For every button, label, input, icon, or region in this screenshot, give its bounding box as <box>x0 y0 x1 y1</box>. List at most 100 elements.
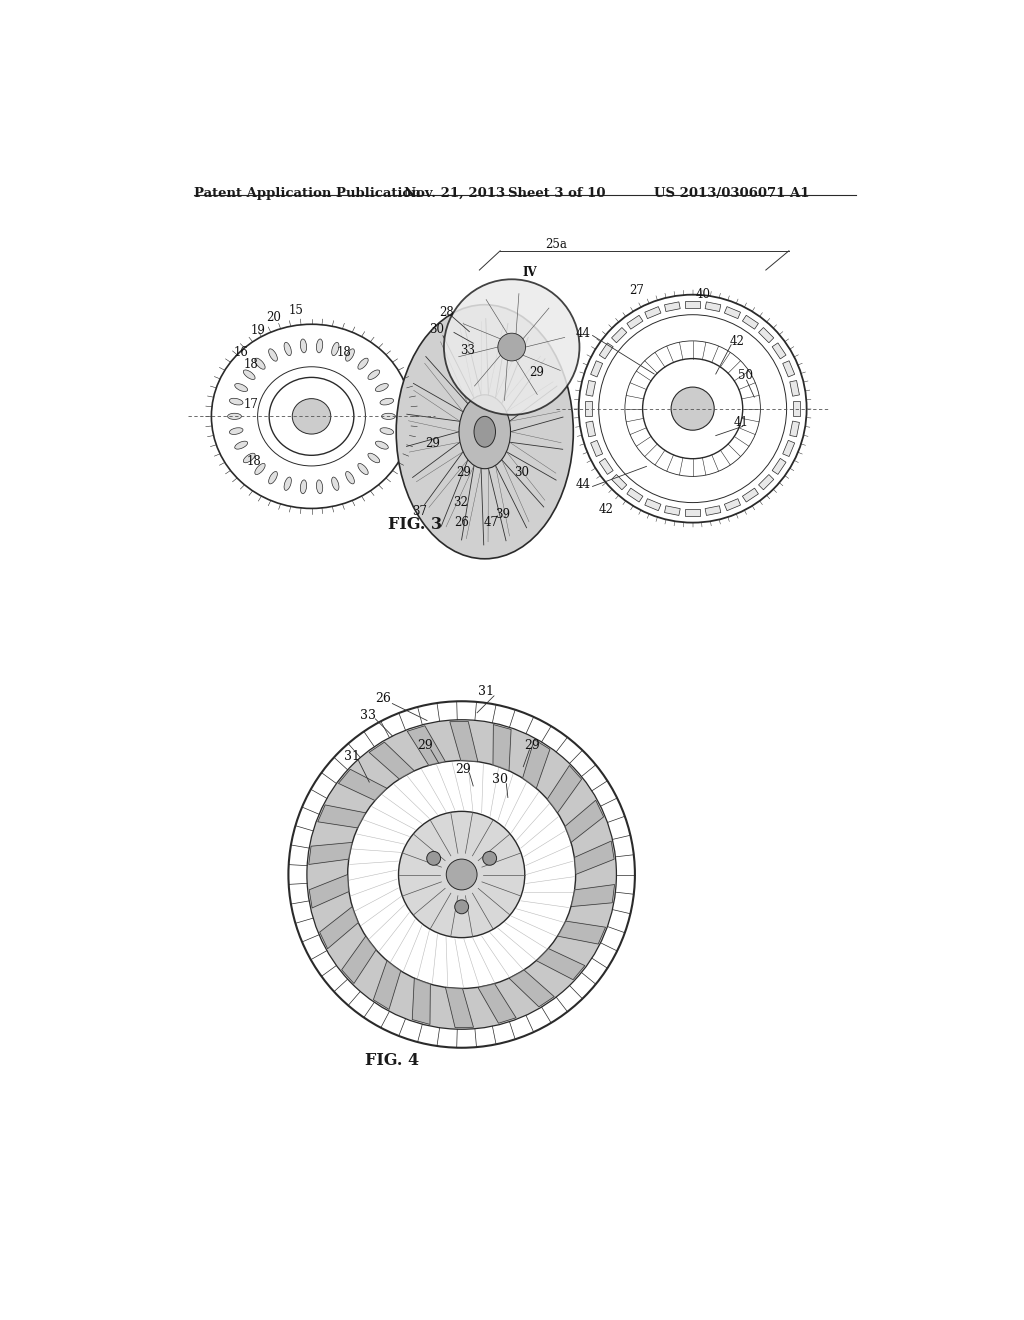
Text: 42: 42 <box>599 503 613 516</box>
Text: 18: 18 <box>244 358 259 371</box>
Text: 29: 29 <box>425 437 440 450</box>
Circle shape <box>444 280 580 414</box>
Polygon shape <box>408 726 445 766</box>
Ellipse shape <box>255 358 265 370</box>
Ellipse shape <box>316 480 323 494</box>
Polygon shape <box>790 380 800 396</box>
Polygon shape <box>591 360 602 378</box>
Text: 41: 41 <box>734 416 749 429</box>
Polygon shape <box>772 343 786 359</box>
Circle shape <box>482 851 497 866</box>
Ellipse shape <box>268 348 278 362</box>
Text: 30: 30 <box>429 323 444 335</box>
Ellipse shape <box>459 395 511 469</box>
Polygon shape <box>413 978 430 1024</box>
Ellipse shape <box>229 399 243 405</box>
Ellipse shape <box>346 471 354 484</box>
Polygon shape <box>742 488 759 502</box>
Polygon shape <box>445 987 473 1027</box>
Text: 37: 37 <box>413 504 428 517</box>
Polygon shape <box>450 722 478 762</box>
Ellipse shape <box>380 399 393 405</box>
Text: 29: 29 <box>529 366 545 379</box>
Polygon shape <box>665 506 680 515</box>
Circle shape <box>643 359 742 459</box>
Polygon shape <box>557 921 605 944</box>
Ellipse shape <box>357 358 369 370</box>
Ellipse shape <box>376 384 388 392</box>
Polygon shape <box>782 441 795 457</box>
Polygon shape <box>685 510 700 516</box>
Ellipse shape <box>234 441 248 449</box>
Polygon shape <box>509 970 554 1007</box>
Polygon shape <box>706 302 721 312</box>
Ellipse shape <box>382 413 395 420</box>
Text: 33: 33 <box>359 709 376 722</box>
Text: 30: 30 <box>493 774 508 787</box>
Text: 20: 20 <box>266 312 282 325</box>
Text: Nov. 21, 2013: Nov. 21, 2013 <box>403 187 505 199</box>
Ellipse shape <box>234 384 248 392</box>
Text: 19: 19 <box>250 325 265 338</box>
Text: Sheet 3 of 10: Sheet 3 of 10 <box>508 187 605 199</box>
Ellipse shape <box>269 378 354 455</box>
Text: FIG. 4: FIG. 4 <box>366 1052 420 1069</box>
Ellipse shape <box>346 348 354 362</box>
Text: 31: 31 <box>344 750 360 763</box>
Circle shape <box>498 333 525 360</box>
Text: IV: IV <box>522 265 537 279</box>
Polygon shape <box>790 421 800 437</box>
Polygon shape <box>309 874 349 908</box>
Ellipse shape <box>332 342 339 355</box>
Text: 29: 29 <box>456 763 471 776</box>
Polygon shape <box>599 343 613 359</box>
Polygon shape <box>782 360 795 378</box>
Circle shape <box>348 760 575 989</box>
Polygon shape <box>599 458 613 474</box>
Ellipse shape <box>211 325 412 508</box>
Text: 33: 33 <box>461 345 475 358</box>
Ellipse shape <box>284 342 292 355</box>
Polygon shape <box>706 506 721 515</box>
Polygon shape <box>547 766 582 813</box>
Text: 42: 42 <box>730 335 744 348</box>
Polygon shape <box>319 907 358 949</box>
Polygon shape <box>591 441 602 457</box>
Polygon shape <box>627 488 643 502</box>
Polygon shape <box>574 841 614 875</box>
Polygon shape <box>759 474 774 490</box>
Ellipse shape <box>244 453 255 463</box>
Circle shape <box>446 859 477 890</box>
Ellipse shape <box>316 339 323 352</box>
Text: 27: 27 <box>629 284 644 297</box>
Text: 29: 29 <box>524 739 541 751</box>
Polygon shape <box>571 884 614 907</box>
Polygon shape <box>759 327 774 343</box>
Ellipse shape <box>284 477 292 491</box>
Circle shape <box>427 851 440 866</box>
Text: 50: 50 <box>737 370 753 381</box>
Circle shape <box>455 900 469 913</box>
Ellipse shape <box>292 399 331 434</box>
Text: 26: 26 <box>455 516 469 529</box>
Ellipse shape <box>229 428 243 434</box>
Text: 32: 32 <box>453 496 468 510</box>
Polygon shape <box>627 315 643 329</box>
Polygon shape <box>342 936 376 983</box>
Text: 28: 28 <box>439 306 454 319</box>
Ellipse shape <box>368 453 380 463</box>
Polygon shape <box>742 315 759 329</box>
Text: 44: 44 <box>575 478 591 491</box>
Ellipse shape <box>227 413 242 420</box>
Polygon shape <box>724 499 740 511</box>
Ellipse shape <box>368 370 380 379</box>
Polygon shape <box>309 842 352 865</box>
Text: 40: 40 <box>695 288 711 301</box>
Text: 18: 18 <box>247 454 261 467</box>
Text: 47: 47 <box>483 516 499 529</box>
Polygon shape <box>493 725 511 771</box>
Ellipse shape <box>255 463 265 475</box>
Ellipse shape <box>300 480 306 494</box>
Ellipse shape <box>376 441 388 449</box>
Circle shape <box>671 387 714 430</box>
